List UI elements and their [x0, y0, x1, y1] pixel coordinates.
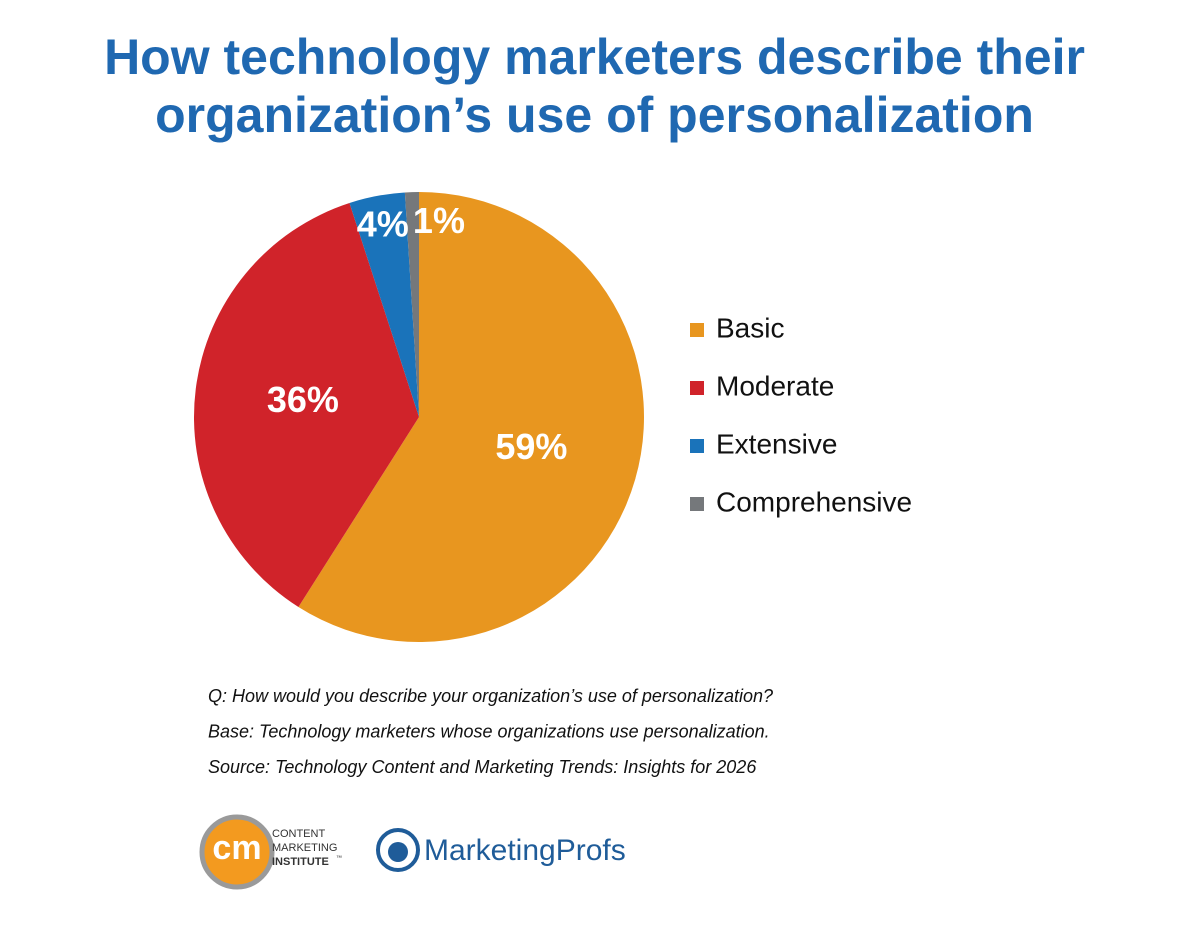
data-label: 4% — [357, 203, 409, 244]
data-label: 59% — [495, 426, 567, 467]
pie-slice — [298, 192, 644, 642]
legend-swatch — [690, 497, 704, 511]
data-label: 36% — [267, 379, 339, 420]
cmi-logo-text: INSTITUTE — [272, 856, 329, 868]
data-label: 1% — [413, 200, 465, 241]
legend-swatch — [690, 439, 704, 453]
legend-label: Moderate — [716, 370, 834, 401]
mp-logo-bird — [388, 842, 408, 862]
cmi-logo-tm: ™ — [336, 855, 342, 862]
legend-label: Comprehensive — [716, 486, 912, 517]
pie-slice — [404, 192, 419, 417]
legend-swatch — [690, 381, 704, 395]
cmi-logo-circle — [199, 814, 275, 890]
cmi-logo-mark: cm — [212, 829, 261, 867]
cmi-logo-text: CONTENT — [272, 828, 325, 840]
cmi-logo-text: MARKETING — [272, 842, 337, 854]
footnote: Q: How would you describe your organizat… — [208, 686, 773, 706]
mp-logo-text: MarketingProfs — [424, 834, 626, 867]
footnote: Base: Technology marketers whose organiz… — [208, 721, 770, 741]
legend-swatch — [690, 323, 704, 337]
pie-slice — [349, 192, 419, 417]
footnote: Source: Technology Content and Marketing… — [208, 757, 757, 777]
legend-label: Basic — [716, 312, 784, 343]
pie-slice — [194, 203, 419, 607]
chart-title: How technology marketers describe their … — [104, 29, 1085, 143]
legend-label: Extensive — [716, 428, 837, 459]
